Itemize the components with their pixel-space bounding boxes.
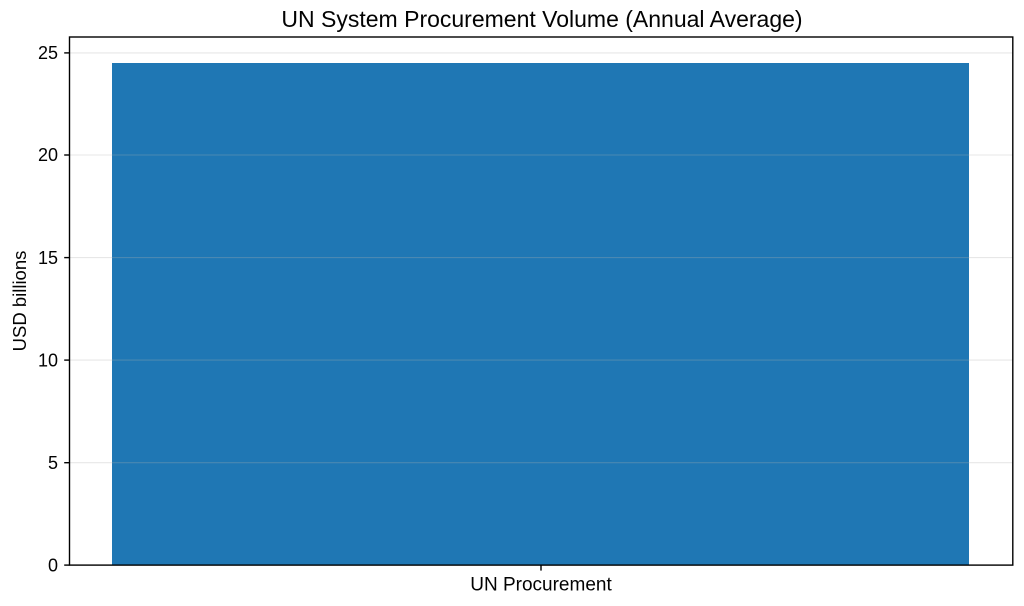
svg-text:USD billions: USD billions	[9, 251, 30, 352]
svg-text:0: 0	[48, 555, 58, 575]
svg-text:25: 25	[38, 43, 58, 63]
svg-text:15: 15	[38, 248, 58, 268]
svg-text:20: 20	[38, 145, 58, 165]
svg-text:UN System Procurement Volume (: UN System Procurement Volume (Annual Ave…	[281, 6, 802, 32]
svg-text:UN Procurement: UN Procurement	[470, 574, 612, 595]
svg-text:5: 5	[48, 453, 58, 473]
svg-text:10: 10	[38, 350, 58, 370]
